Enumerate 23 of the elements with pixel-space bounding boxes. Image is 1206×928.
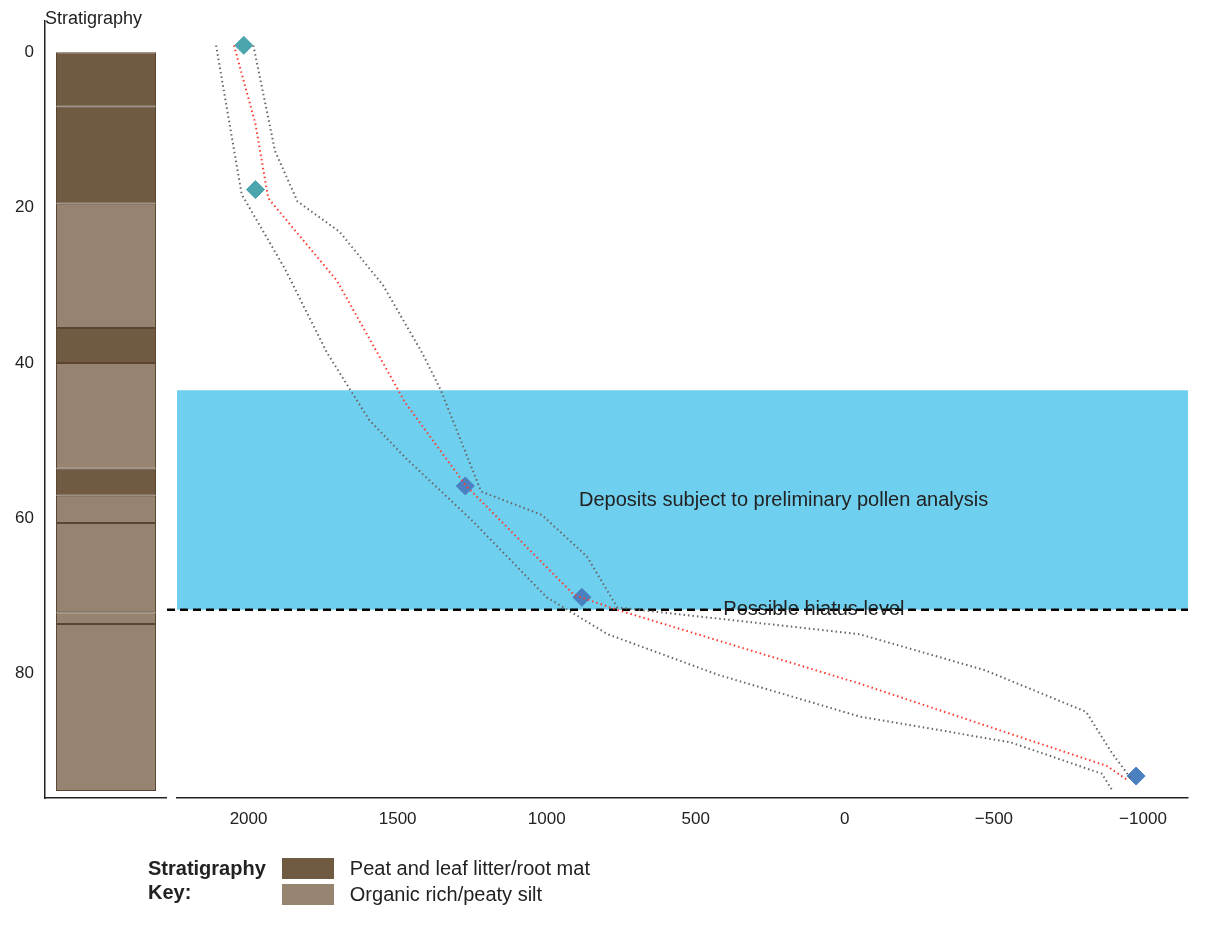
- y-tick-label: 60: [15, 508, 34, 528]
- x-tick-label: 500: [681, 808, 710, 828]
- point: [455, 476, 475, 496]
- y-tick-label: 80: [15, 663, 34, 683]
- y-tick-label: 40: [15, 352, 34, 372]
- x-tick-label: 0: [840, 808, 850, 828]
- band-label: Deposits subject to preliminary pollen analysis: [579, 487, 989, 510]
- x-tick-label: −1000: [1119, 808, 1167, 828]
- x-tick-label: 1500: [378, 808, 417, 828]
- y-tick-label: 0: [24, 41, 34, 61]
- point: [1126, 766, 1146, 786]
- x-tick-label: 1000: [527, 808, 566, 828]
- legend-label: Organic rich/peaty silt: [349, 882, 543, 906]
- ref-line-label: Possible hiatus level: [723, 597, 905, 620]
- point: [234, 35, 254, 55]
- point: [245, 180, 265, 200]
- chart-title: Stratigraphy: [45, 8, 143, 29]
- legend-title: Stratigraphy Key:: [148, 856, 266, 904]
- legend-label: Peat and leaf litter/root mat: [349, 856, 590, 880]
- x-tick-label: 2000: [229, 808, 268, 828]
- y-tick-label: 20: [15, 197, 34, 217]
- point: [572, 587, 592, 607]
- x-tick-label: −500: [974, 808, 1014, 828]
